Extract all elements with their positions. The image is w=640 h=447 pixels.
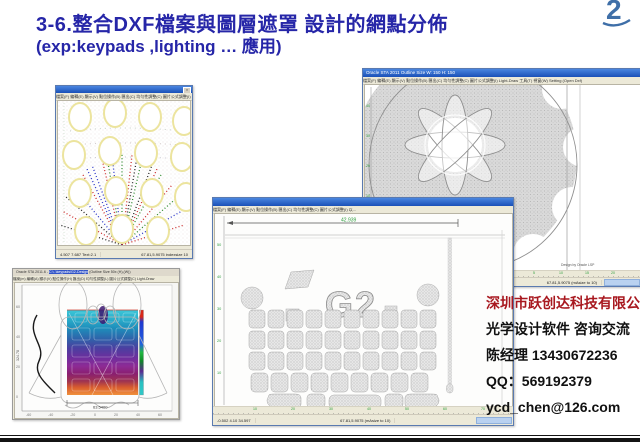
- keypad-row-bottom: [266, 393, 440, 407]
- dots-canvas[interactable]: [57, 100, 191, 246]
- keypad-row-3: [248, 351, 437, 371]
- logo: 2: [597, 0, 637, 33]
- window-heatmap: Oracle STA 2011.6 - C:\..\keypads\G2-Des…: [12, 268, 180, 420]
- contact-line-email: ycd_chen@126.com: [486, 399, 621, 415]
- heatmap-title-tail: (Outline Size 50x (H),(W)): [89, 270, 131, 274]
- flower-status-right: 67.81,5.9075 (mAsize to 10): [543, 279, 602, 285]
- svg-text:0: 0: [16, 395, 18, 399]
- heatmap-title-selected: C:\..\keypads\G2-Design: [49, 270, 89, 274]
- svg-text:60: 60: [16, 305, 20, 309]
- logo-2-icon: 2: [602, 0, 631, 27]
- svg-text:30: 30: [217, 307, 221, 311]
- keypad-title-bar[interactable]: [213, 198, 513, 206]
- svg-text:30: 30: [366, 134, 370, 138]
- svg-text:-40: -40: [48, 413, 53, 417]
- svg-text:60: 60: [158, 413, 162, 417]
- svg-text:0: 0: [94, 413, 96, 417]
- company-name: 深圳市跃创达科技有限公司: [486, 295, 640, 311]
- keypad-status-bar: -0.502 4.10 34.597 67.81,5.9075 (mAsize …: [213, 414, 513, 425]
- keypad-drawing: 50 40 30 20 10 42.939: [215, 214, 512, 407]
- svg-text:20: 20: [16, 365, 20, 369]
- slide-title-line1: 3-6.整合DXF檔案與圖層遮罩 設計的網點分佈: [36, 14, 449, 36]
- contact-line-phone: 陈经理 13430672236: [486, 347, 618, 363]
- footer-line-thick: [0, 438, 640, 442]
- flower-hscrollbar[interactable]: [604, 278, 640, 286]
- contact-block: 深圳市跃创达科技有限公司 光学设计软件 咨询交流 陈经理 13430672236…: [486, 290, 640, 420]
- keypad-hscrollbar[interactable]: [475, 416, 512, 424]
- keypad-status-left: -0.502 4.10 34.597: [213, 417, 256, 423]
- svg-text:10: 10: [366, 194, 370, 198]
- svg-text:20: 20: [217, 339, 221, 343]
- svg-text:20: 20: [114, 413, 118, 417]
- heatmap-title-bar[interactable]: Oracle STA 2011.6 - C:\..\keypads\G2-Des…: [13, 269, 179, 276]
- dot-pattern-drawing: [58, 101, 190, 245]
- heatmap-dim-label: 63.5400: [93, 405, 108, 410]
- heatmap-canvas[interactable]: -60 -40 -20 0 20 40 60 60 40 20 0 324.78: [14, 282, 179, 419]
- contact-line-qq: QQ：569192379: [486, 373, 592, 389]
- keypad-canvas[interactable]: 50 40 30 20 10 42.939: [214, 213, 513, 408]
- heatmap-title-text: Oracle STA 2011.6 -: [16, 270, 49, 274]
- dots-status-bar: 4.507 7.687 Text:2.1 67.81,5.9075 indexs…: [56, 249, 192, 258]
- contact-line-software: 光学设计软件 咨询交流: [486, 321, 630, 337]
- svg-text:-20: -20: [70, 413, 75, 417]
- keypad-row-2: [248, 330, 437, 350]
- svg-text:-60: -60: [26, 413, 31, 417]
- svg-text:10: 10: [217, 371, 221, 375]
- window-keypad-layout: 檔案(F) 編輯(E) 顯示(V) 點位操作(B) 匯出(C) 均勻性調整(C)…: [212, 197, 514, 426]
- close-icon[interactable]: ×: [183, 87, 191, 93]
- footer-line-thin: [0, 435, 640, 436]
- dots-status-right: 67.81,5.9075 indexsize 10: [141, 251, 188, 257]
- keypad-bottom-ruler: 10 20 30 40 50 60 70: [213, 406, 513, 416]
- svg-text:40: 40: [16, 335, 20, 339]
- svg-text:20: 20: [366, 164, 370, 168]
- heatmap-drawing: -60 -40 -20 0 20 40 60 60 40 20 0 324.78: [16, 283, 173, 417]
- svg-text:2: 2: [606, 0, 622, 25]
- flower-title-bar[interactable]: Oracle STA 2011 Outline Size W: 150 H: 1…: [363, 69, 640, 77]
- keypad-status-right: 67.81,5.9075 (mAsize to 10): [336, 417, 396, 423]
- keypad-dim-label: 42.939: [341, 218, 357, 224]
- svg-text:40: 40: [366, 104, 370, 108]
- heatmap-side-label: 324.78: [16, 350, 20, 361]
- keypad-row-4: [250, 372, 429, 393]
- window-dot-pattern: × 檔案(F) 編輯(E) 顯示(V) 點位操作(B) 匯出(C) 均勻性調整(…: [55, 85, 193, 259]
- dots-title-bar[interactable]: ×: [56, 86, 192, 93]
- dots-status-left: 4.507 7.687 Text:2.1: [56, 251, 102, 257]
- keypad-row-1: [248, 309, 437, 329]
- slide-title-line2: (exp:keypads ,lighting … 應用): [36, 37, 282, 56]
- svg-text:50: 50: [217, 243, 221, 247]
- svg-text:40: 40: [217, 275, 221, 279]
- flower-credit: Design by Oracle LSP: [561, 263, 595, 267]
- svg-text:40: 40: [136, 413, 140, 417]
